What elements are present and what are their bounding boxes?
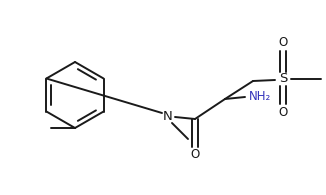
Text: O: O — [190, 149, 200, 161]
Text: N: N — [163, 111, 173, 123]
Text: O: O — [278, 106, 288, 120]
Text: S: S — [279, 73, 287, 85]
Text: O: O — [278, 35, 288, 49]
Text: NH₂: NH₂ — [249, 90, 271, 104]
